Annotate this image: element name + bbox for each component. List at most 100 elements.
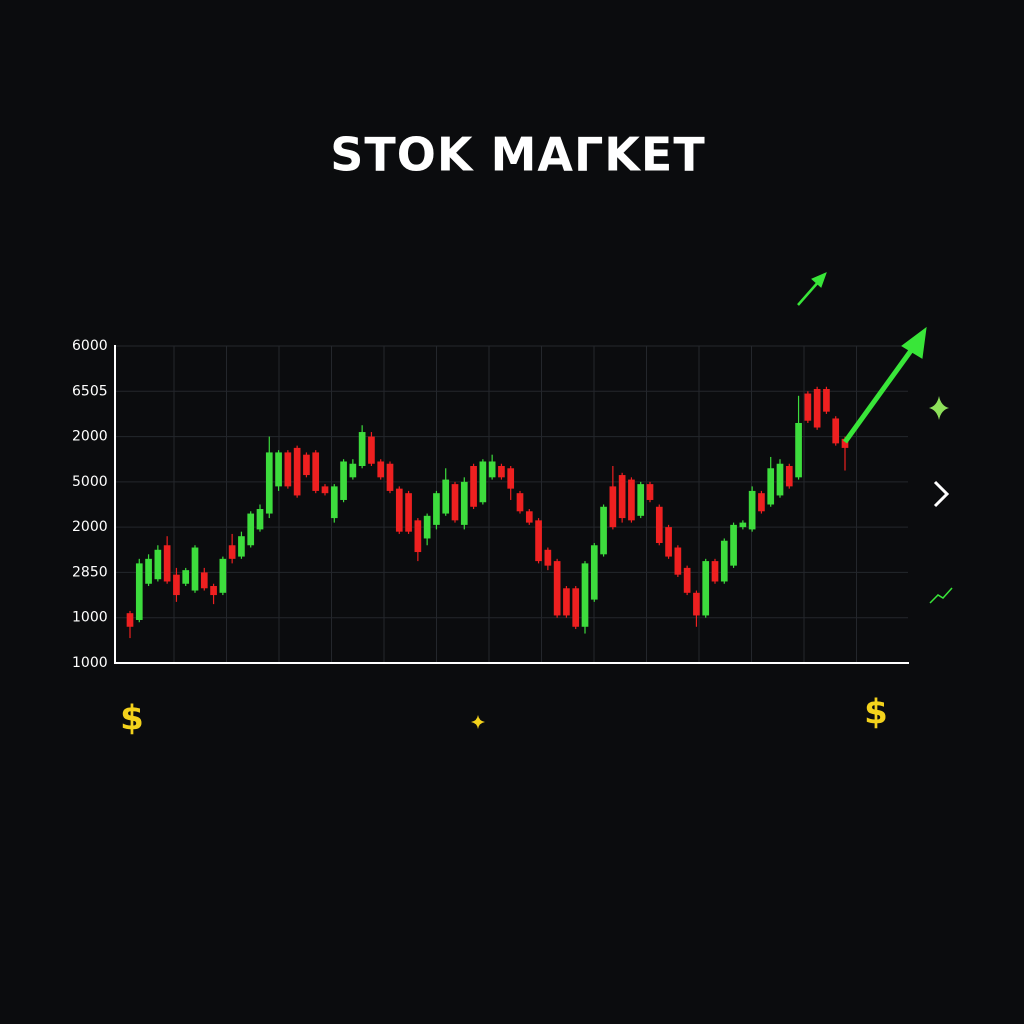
candle-body xyxy=(544,549,552,566)
candle-body xyxy=(637,484,645,516)
candle-body xyxy=(711,561,719,582)
candle-body xyxy=(433,493,440,525)
dollar-icon: $ xyxy=(120,699,144,739)
chart-title: STOK MAГKET xyxy=(330,128,705,182)
candle-body xyxy=(590,545,598,600)
candle-body xyxy=(210,586,217,596)
candle-body xyxy=(823,389,830,412)
candle-body xyxy=(572,588,580,627)
candle-body xyxy=(238,536,245,557)
trend-arrow-head xyxy=(901,326,927,359)
candle-body xyxy=(442,479,450,514)
candle-body xyxy=(693,592,700,616)
candle-body xyxy=(646,484,654,500)
candle-body xyxy=(730,524,737,566)
candle-body xyxy=(702,561,710,616)
y-tick-label: 2000 xyxy=(72,429,108,445)
candle-body xyxy=(173,574,180,596)
y-tick-label: 6000 xyxy=(72,338,108,354)
candle-body xyxy=(674,547,682,575)
y-tick-label: 6505 xyxy=(72,383,108,399)
candle-body xyxy=(498,466,505,478)
candle-body xyxy=(414,520,422,553)
candle-body xyxy=(200,572,208,589)
candle-body xyxy=(535,520,542,562)
candle-body xyxy=(126,613,134,627)
candle-body xyxy=(832,418,840,444)
plot xyxy=(126,386,849,639)
candle-body xyxy=(748,490,756,530)
candle-body xyxy=(145,558,152,584)
candle-body xyxy=(386,463,394,491)
candle-body xyxy=(470,466,477,507)
candle-body xyxy=(618,475,626,519)
candle-body xyxy=(767,468,775,505)
chevron xyxy=(933,480,950,508)
candle-body xyxy=(219,558,227,593)
sparkle xyxy=(929,396,949,420)
candle-body xyxy=(293,447,301,496)
candle-body xyxy=(600,506,607,555)
candle-body xyxy=(553,561,561,616)
mini-line xyxy=(929,587,953,604)
candle-body xyxy=(256,509,264,530)
candle-body xyxy=(628,479,635,521)
candle-body xyxy=(135,563,143,620)
candle-body xyxy=(581,563,589,627)
candle-body xyxy=(841,438,849,448)
candle-body xyxy=(377,461,385,478)
candle-body xyxy=(795,422,802,478)
candle-body xyxy=(368,436,375,464)
candle-body xyxy=(321,486,329,494)
candle-body xyxy=(609,486,617,528)
candle-body xyxy=(758,493,765,512)
candle-body xyxy=(303,454,310,476)
candle-body xyxy=(739,522,747,528)
candle-body xyxy=(340,461,347,500)
candle-body xyxy=(312,452,320,491)
small-arrow xyxy=(797,279,821,306)
candle-body xyxy=(488,461,496,478)
candle-body xyxy=(776,463,784,496)
y-tick-label: 5000 xyxy=(72,474,108,490)
candle-body xyxy=(785,466,793,487)
candle-body xyxy=(330,486,338,519)
candle-body xyxy=(191,547,199,591)
dollar-icon: $ xyxy=(864,693,888,733)
candle-body xyxy=(460,481,468,525)
candle-body xyxy=(284,452,292,487)
candle-body xyxy=(405,493,412,532)
candle-body xyxy=(182,570,190,584)
y-tick-label: 2850 xyxy=(72,564,108,580)
arrows xyxy=(797,272,953,604)
y-tick-label: 1000 xyxy=(72,610,108,626)
candle-body xyxy=(563,588,570,616)
sparkle xyxy=(471,715,485,729)
candle-body xyxy=(516,493,524,512)
trend-arrow xyxy=(842,343,918,444)
candle-body xyxy=(804,393,812,421)
candle-body xyxy=(655,506,663,543)
candle-body xyxy=(349,463,357,478)
candle-body xyxy=(275,452,282,487)
candle-body xyxy=(358,432,366,467)
candle-body xyxy=(479,461,487,503)
candle-body xyxy=(525,511,533,523)
candle-body xyxy=(154,549,162,580)
y-tick-label: 1000 xyxy=(72,655,108,671)
candle-body xyxy=(720,540,728,582)
candle-body xyxy=(228,545,236,559)
candle-body xyxy=(665,527,672,557)
small-arrow-head xyxy=(811,272,827,288)
candle-body xyxy=(163,545,171,582)
candle-body xyxy=(683,567,691,593)
candle-body xyxy=(507,468,515,489)
y-tick-label: 2000 xyxy=(72,519,108,535)
candle-body xyxy=(813,389,821,428)
candle-body xyxy=(451,484,459,521)
candle-body xyxy=(423,515,431,539)
candle-body xyxy=(265,452,273,514)
candle-body xyxy=(247,513,255,546)
